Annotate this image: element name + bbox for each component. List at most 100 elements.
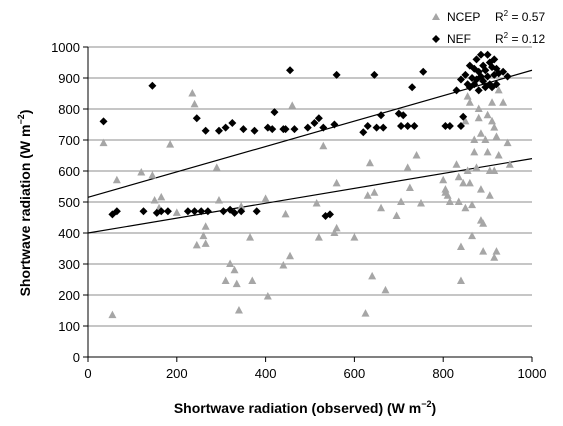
ncep-point (488, 116, 497, 125)
ncep-point (201, 239, 210, 247)
nef-point (203, 207, 212, 216)
ncep-point (459, 178, 468, 187)
ncep-point (492, 132, 501, 140)
ncep-point (370, 188, 379, 196)
nef-point (270, 108, 279, 117)
nef-point (445, 122, 454, 131)
ncep-point (319, 141, 328, 150)
ncep-point (483, 147, 492, 156)
ncep-point (483, 110, 492, 119)
ncep-point (465, 178, 474, 187)
ncep-point (479, 247, 488, 255)
ncep-point (157, 192, 166, 201)
ncep-point (490, 166, 499, 174)
nef-point (377, 111, 386, 120)
nef-point (476, 50, 485, 59)
nef-point (157, 207, 166, 216)
series-nef (99, 50, 512, 220)
y-axis-title: Shortwave radiation (W m−2) (16, 110, 33, 297)
ncep-point (463, 92, 472, 100)
nef-point (503, 72, 512, 81)
y-tick-label: 0 (73, 350, 80, 365)
nef-point (363, 122, 372, 131)
ncep-point (454, 172, 463, 181)
ncep-point (214, 195, 223, 204)
nef-point (148, 81, 157, 90)
x-axis-title: Shortwave radiation (observed) (W m−2) (174, 399, 436, 416)
legend-label-nef: NEF (447, 32, 471, 46)
y-tick-label: 400 (58, 226, 80, 241)
ncep-point (405, 183, 414, 192)
tick-labels: 0 100 200 300 400 500 600 700 800 900 1000 0 200 400 6… (51, 40, 546, 381)
gridlines (88, 46, 532, 327)
legend-triangle-icon (432, 13, 440, 20)
ncep-point (468, 231, 477, 240)
nef-point (472, 55, 481, 64)
legend: NCEP R2 = 0.57 NEF R2 = 0.12 (432, 9, 545, 46)
y-tick-label: 300 (58, 257, 80, 272)
ncep-point (150, 195, 159, 204)
ncep-point (230, 265, 239, 274)
nef-point (399, 111, 408, 120)
ncep-point (490, 253, 499, 261)
nef-point (314, 114, 323, 123)
nef-point (452, 86, 461, 95)
ncep-point (332, 178, 341, 187)
nef-point (268, 125, 277, 134)
ncep-point (137, 168, 146, 176)
ncep-point (190, 99, 199, 108)
ncep-point (221, 276, 230, 285)
nef-point (483, 50, 492, 59)
x-tick-label: 200 (166, 366, 188, 381)
nef-point (474, 86, 483, 95)
ncep-point (452, 160, 461, 168)
ncep-point (286, 251, 295, 260)
ncep-point (461, 203, 470, 212)
nef-point (99, 117, 108, 126)
ncep-point (261, 194, 270, 202)
nef-point (479, 77, 488, 86)
nef-point (219, 207, 228, 216)
ncep-point (350, 233, 359, 241)
ncep-point (248, 276, 257, 285)
data-points (99, 50, 514, 319)
ncep-point (368, 271, 377, 280)
y-tick-label: 200 (58, 288, 80, 303)
legend-r2-ncep: R2 = 0.57 (495, 9, 545, 24)
ncep-point (505, 160, 514, 168)
ncep-point (381, 285, 390, 294)
nef-point (281, 125, 290, 134)
ncep-point (472, 163, 481, 171)
y-tick-label: 800 (58, 102, 80, 117)
ncep-point (479, 219, 488, 227)
legend-entry-nef: NEF R2 = 0.12 (432, 31, 545, 46)
ncep-point (226, 259, 235, 267)
ncep-point (199, 231, 208, 240)
ncep-point (397, 197, 406, 205)
nef-point (379, 123, 388, 132)
nef-point (221, 123, 230, 132)
ncep-point (465, 98, 474, 106)
ncep-point (490, 123, 499, 131)
nef-point (325, 210, 334, 219)
nef-point (481, 66, 490, 75)
ncep-point (279, 261, 288, 269)
ncep-point (470, 135, 479, 143)
ncep-point (234, 306, 243, 314)
ncep-point (263, 292, 272, 300)
ncep-point (499, 98, 508, 106)
ncep-point (474, 113, 483, 122)
ncep-point (417, 199, 425, 207)
nef-point (483, 72, 492, 81)
x-tick-label: 0 (84, 366, 91, 381)
nef-point (372, 123, 381, 132)
ncep-point (166, 140, 175, 148)
ncep-point (492, 247, 501, 255)
ncep-point (148, 171, 157, 179)
nef-point (456, 122, 465, 131)
ncep-point (474, 104, 483, 112)
ncep-point (201, 222, 210, 230)
ncep-point (439, 175, 448, 184)
legend-label-ncep: NCEP (447, 10, 480, 24)
ncep-point (503, 138, 512, 147)
